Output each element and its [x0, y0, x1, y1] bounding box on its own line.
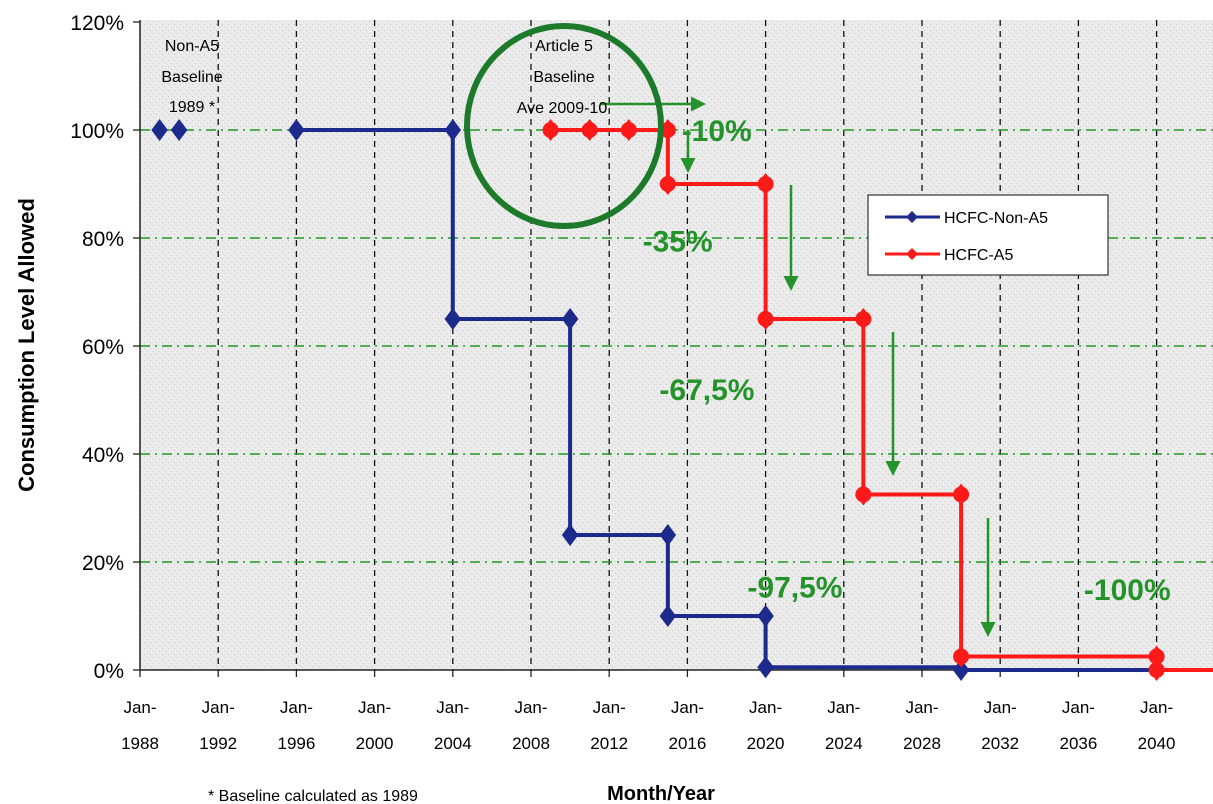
x-tick-label: 2008	[512, 734, 550, 753]
x-tick-label: 2032	[981, 734, 1019, 753]
x-tick-label: Jan-	[514, 698, 547, 717]
reduction-label: -100%	[1084, 574, 1171, 607]
plot-area	[140, 20, 1213, 670]
series-marker	[757, 605, 774, 627]
article5-baseline-line3: Ave 2009-10	[517, 100, 608, 117]
series-marker	[757, 173, 774, 195]
series-marker	[542, 119, 559, 141]
x-tick-label: Jan-	[1140, 698, 1173, 717]
article5-baseline-line1: Article 5	[535, 38, 593, 55]
x-tick-label: Jan-	[905, 698, 938, 717]
x-tick-label: Jan-	[358, 698, 391, 717]
y-tick-label: 40%	[82, 444, 124, 467]
reduction-label: -97,5%	[747, 571, 842, 604]
reduction-labels: -10% -35% -67,5% -97,5% -100%	[643, 115, 1171, 607]
reduction-label: -10%	[682, 115, 752, 148]
x-tick-label: 2040	[1138, 734, 1176, 753]
series-marker	[659, 524, 677, 546]
x-axis-title: Month/Year	[607, 783, 715, 804]
series-marker	[659, 173, 677, 195]
series-marker	[151, 119, 168, 141]
non-a5-baseline-line3: 1989 *	[169, 99, 215, 116]
x-tick-label: Jan-	[984, 698, 1017, 717]
series-marker	[855, 483, 872, 506]
x-tick-label: Jan-	[671, 698, 704, 717]
series-marker	[444, 308, 462, 330]
x-tick-label: 2028	[903, 734, 941, 753]
x-tick-label: Jan-	[280, 698, 313, 717]
y-tick-label: 80%	[82, 228, 124, 251]
series-marker	[620, 119, 637, 141]
series-marker	[581, 119, 598, 141]
series-marker	[288, 119, 305, 141]
series-marker	[757, 656, 774, 679]
non-a5-baseline-line2: Baseline	[161, 69, 222, 86]
series-marker	[659, 605, 677, 627]
y-tick-label: 0%	[94, 660, 124, 683]
x-tick-label: Jan-	[123, 698, 156, 717]
x-tick-label: 1996	[277, 734, 315, 753]
reduction-label: -67,5%	[659, 374, 754, 407]
series-marker	[444, 119, 462, 141]
legend-marker-a5	[906, 248, 918, 260]
legend: HCFC-Non-A5 HCFC-A5	[867, 194, 1109, 276]
series-layer	[151, 119, 1213, 681]
x-tick-label: 2020	[747, 734, 785, 753]
series-HCFC-A5	[542, 119, 1213, 681]
x-tick-label: 2004	[434, 734, 472, 753]
legend-label-non-a5: HCFC-Non-A5	[944, 210, 1048, 227]
legend-marker-non-a5	[906, 211, 918, 223]
x-tick-label: 1992	[199, 734, 237, 753]
y-tick-labels: 0% 20% 40% 60% 80% 100% 120%	[70, 12, 140, 683]
x-tick-label: Jan-	[749, 698, 782, 717]
series-marker	[1148, 645, 1165, 668]
x-tick-label: Jan-	[827, 698, 860, 717]
y-tick-label: 20%	[82, 552, 124, 575]
reduction-arrows	[600, 96, 996, 637]
legend-label-a5: HCFC-A5	[944, 247, 1013, 264]
x-tick-label: 2000	[356, 734, 394, 753]
series-marker	[952, 645, 970, 668]
x-tick-label: 2024	[825, 734, 863, 753]
y-tick-label: 120%	[70, 12, 124, 35]
x-tick-label: Jan-	[593, 698, 626, 717]
x-tick-label: 2036	[1059, 734, 1097, 753]
series-marker	[561, 524, 579, 546]
article5-highlight-circle	[464, 23, 664, 229]
series-marker	[561, 308, 579, 330]
x-tick-label: 2012	[590, 734, 628, 753]
series-marker	[952, 659, 970, 681]
x-tick-label: Jan-	[1062, 698, 1095, 717]
x-tick-label: 1988	[121, 734, 159, 753]
x-tick-label: Jan-	[436, 698, 469, 717]
series-marker	[952, 483, 970, 506]
y-tick-label: 100%	[70, 120, 124, 143]
series-marker	[757, 308, 774, 330]
footnote: * Baseline calculated as 1989	[208, 788, 418, 804]
series-marker	[1148, 659, 1165, 681]
article5-baseline-line2: Baseline	[533, 69, 594, 86]
legend-box	[867, 194, 1109, 276]
y-axis-title: Consumption Level Allowed	[14, 198, 39, 492]
y-tick-label: 60%	[82, 336, 124, 359]
series-marker	[855, 308, 872, 330]
reduction-label: -35%	[643, 226, 713, 259]
non-a5-baseline-line1: Non-A5	[165, 38, 219, 55]
x-tick-label: 2016	[668, 734, 706, 753]
x-tick-label: Jan-	[202, 698, 235, 717]
series-HCFC-Non-A5	[151, 119, 1157, 681]
series-marker	[170, 119, 188, 141]
x-tick-labels: Jan- 1988 Jan- 1992 Jan- 1996 Jan- 2000 Jan- 2004…	[121, 670, 1176, 753]
